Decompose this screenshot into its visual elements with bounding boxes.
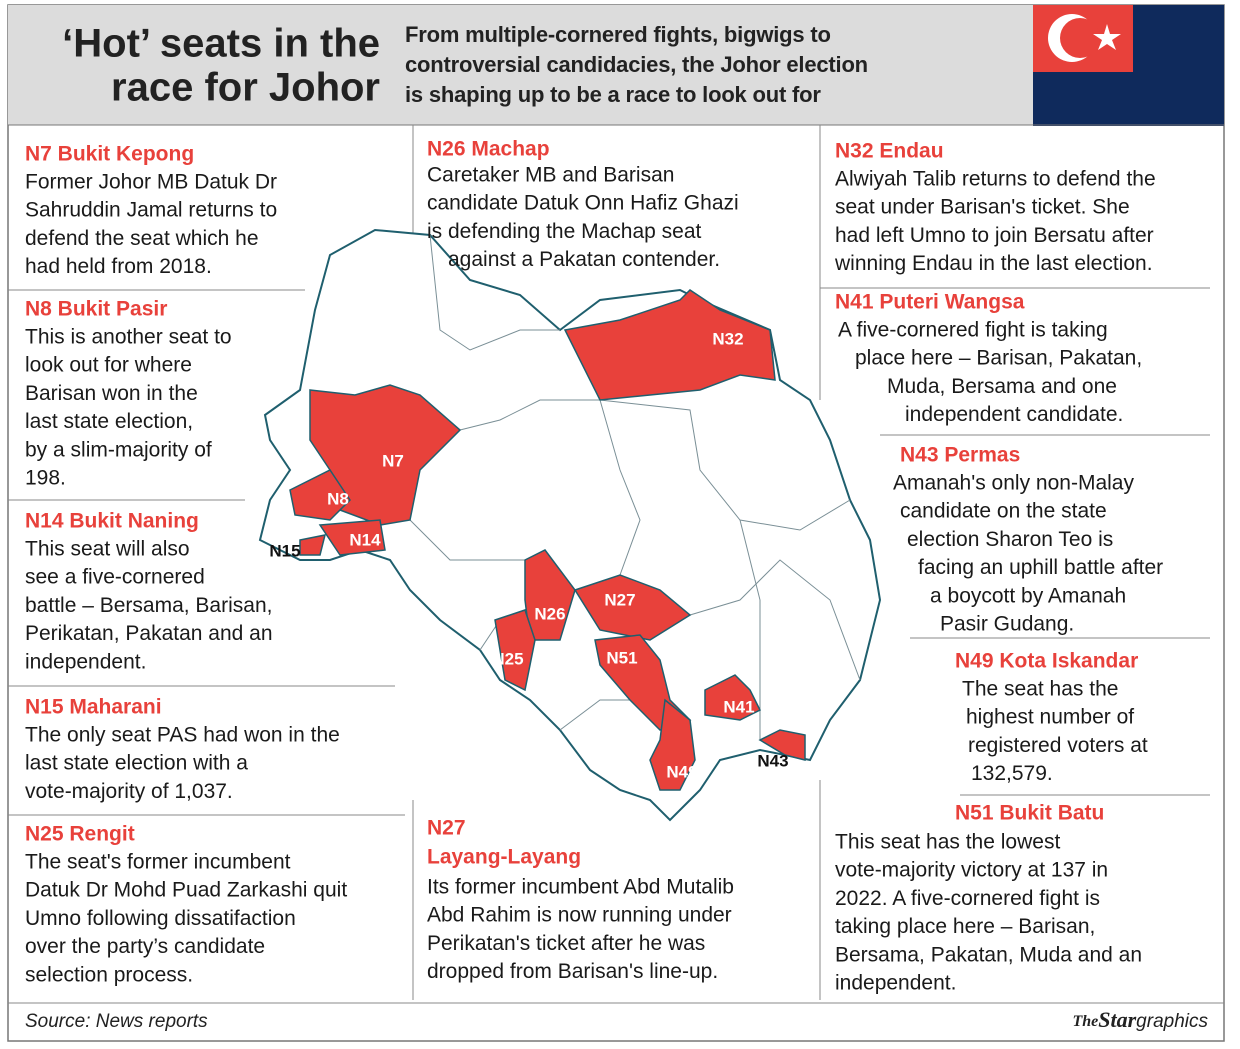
seat-description: vote-majority of 1,037.: [25, 780, 233, 803]
seat-description: independent.: [835, 972, 956, 995]
seat-description: Pasir Gudang.: [940, 613, 1074, 636]
seat-heading: N43 Permas: [900, 444, 1020, 467]
seat-heading: N41 Puteri Wangsa: [835, 291, 1025, 314]
seat-description: independent candidate.: [905, 403, 1123, 426]
seat-heading: N49 Kota Iskandar: [955, 650, 1138, 673]
subtitle: controversial candidacies, the Johor ele…: [405, 52, 868, 77]
seat-description: selection process.: [25, 963, 193, 986]
seat-description: Muda, Bersama and one: [887, 375, 1117, 398]
seat-description: Caretaker MB and Barisan: [427, 164, 674, 187]
seat-description: Datuk Dr Mohd Puad Zarkashi quit: [25, 879, 347, 902]
seat-heading: N25 Rengit: [25, 823, 135, 846]
seat-description: Former Johor MB Datuk Dr: [25, 171, 277, 194]
seat-heading: N8 Bukit Pasir: [25, 298, 167, 321]
map-label: N26: [534, 604, 565, 623]
seat-description: Perikatan's ticket after he was: [427, 932, 705, 955]
seat-heading: N51 Bukit Batu: [955, 802, 1104, 825]
map-label: N43: [757, 751, 788, 770]
seat-description: is defending the Machap seat: [427, 220, 702, 243]
map-label: N32: [712, 329, 743, 348]
seat-description: Barisan won in the: [25, 382, 198, 405]
map-label: N7: [382, 451, 404, 470]
seat-description: 198.: [25, 467, 66, 490]
seat-description: registered voters at: [968, 734, 1148, 757]
seat-description: independent.: [25, 650, 146, 673]
seat-description: A five-cornered fight is taking: [838, 319, 1108, 342]
seat-description: had held from 2018.: [25, 255, 212, 278]
seat-description: by a slim-majority of: [25, 438, 212, 461]
header-band: [8, 5, 1033, 125]
seat-description: This seat will also: [25, 538, 190, 561]
subtitle: is shaping up to be a race to look out f…: [405, 82, 821, 107]
seat-description: a boycott by Amanah: [930, 584, 1126, 607]
seat-heading: N26 Machap: [427, 138, 550, 161]
source: Source: News reports: [25, 1011, 208, 1032]
seat-description: over the party’s candidate: [25, 935, 265, 958]
seat-description: Perikatan, Pakatan and an: [25, 622, 273, 645]
seat-description: battle – Bersama, Barisan,: [25, 594, 272, 617]
title: ‘Hot’ seats in the: [62, 22, 380, 66]
seat-description: This is another seat to: [25, 326, 232, 349]
map-label: N25: [492, 649, 523, 668]
seat-description: last state election,: [25, 410, 193, 433]
seat-description: 132,579.: [971, 762, 1053, 785]
seat-description: candidate on the state: [900, 500, 1107, 523]
seat-description: The seat's former incumbent: [25, 851, 291, 874]
seat-description: vote-majority victory at 137 in: [835, 859, 1108, 882]
seat-description: had left Umno to join Bersatu after: [835, 224, 1154, 247]
seat-description: This seat has the lowest: [835, 831, 1060, 854]
seat-description: Amanah's only non-Malay: [893, 472, 1134, 495]
seat-description: highest number of: [966, 706, 1134, 729]
seat-description: 2022. A five-cornered fight is: [835, 887, 1100, 910]
seat-description: Bersama, Pakatan, Muda and an: [835, 943, 1142, 966]
seat-description: Its former incumbent Abd Mutalib: [427, 876, 734, 899]
seat-description: dropped from Barisan's line-up.: [427, 960, 718, 983]
seat-heading: N27: [427, 817, 466, 840]
seat-description: election Sharon Teo is: [907, 528, 1113, 551]
map-label: N15: [269, 541, 300, 560]
seat-description: facing an uphill battle after: [918, 556, 1163, 579]
credit-part: The: [1072, 1013, 1098, 1030]
map-label: N8: [327, 489, 349, 508]
seat-description: Alwiyah Talib returns to defend the: [835, 168, 1156, 191]
seat-description: last state election with a: [25, 752, 248, 775]
seat-description: see a five-cornered: [25, 566, 205, 589]
flag: [1033, 5, 1224, 126]
seat-description: place here – Barisan, Pakatan,: [855, 347, 1142, 370]
seat-description: against a Pakatan contender.: [448, 248, 720, 271]
seat-description: seat under Barisan's ticket. She: [835, 196, 1130, 219]
map: [258, 228, 882, 822]
seat-heading: Layang-Layang: [427, 846, 581, 869]
seat-heading: N7 Bukit Kepong: [25, 143, 194, 166]
map-label: N49: [666, 762, 697, 781]
credit: TheStargraphics: [1072, 1007, 1208, 1032]
separators: [8, 125, 1224, 1004]
title: race for Johor: [111, 66, 380, 110]
map-label: N27: [604, 590, 635, 609]
seat-heading: N32 Endau: [835, 140, 944, 163]
seat-heading: N14 Bukit Naning: [25, 510, 199, 533]
subtitle: From multiple-cornered fights, bigwigs t…: [405, 22, 831, 47]
map-label: N41: [723, 697, 754, 716]
seat-description: Abd Rahim is now running under: [427, 904, 732, 927]
seat-description: candidate Datuk Onn Hafiz Ghazi: [427, 192, 739, 215]
seat-description: Sahruddin Jamal returns to: [25, 199, 277, 222]
seat-description: Umno following dissatifaction: [25, 907, 296, 930]
seat-description: The seat has the: [962, 678, 1118, 701]
seat-description: look out for where: [25, 354, 192, 377]
seat-description: winning Endau in the last election.: [834, 252, 1153, 275]
map-label: N14: [349, 530, 381, 549]
seat-description: taking place here – Barisan,: [835, 915, 1095, 938]
seat-description: The only seat PAS had won in the: [25, 724, 340, 747]
seat-heading: N15 Maharani: [25, 696, 162, 719]
credit-part: Star: [1098, 1007, 1136, 1032]
seat-description: defend the seat which he: [25, 227, 259, 250]
map-label: N51: [606, 648, 637, 667]
credit-part: graphics: [1136, 1011, 1208, 1032]
